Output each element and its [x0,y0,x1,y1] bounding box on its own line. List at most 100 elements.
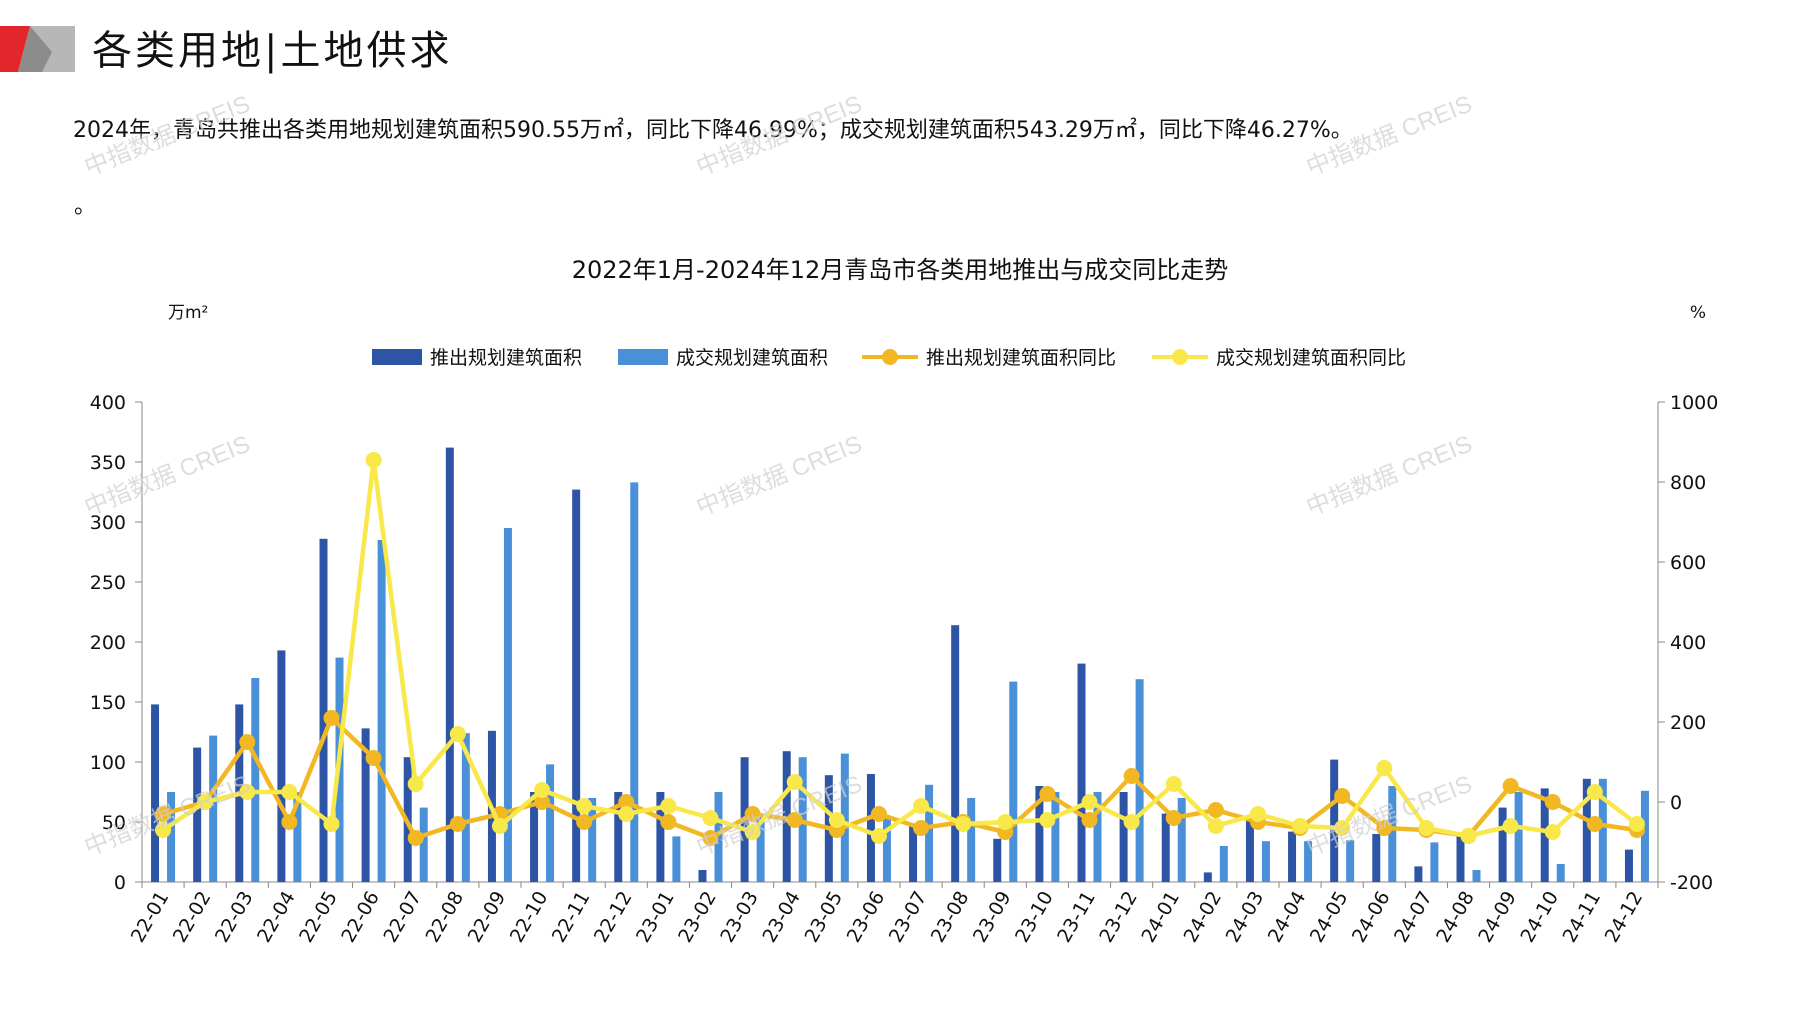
x-tick-label: 23-03 [716,888,763,947]
deal-yoy-line [161,457,1639,839]
deal-bar [967,798,976,882]
supply-yoy-point [576,814,593,830]
supply-yoy-point [323,710,340,726]
supply-yoy-point [870,806,887,822]
y-left-tick-label: 400 [90,392,126,414]
deal-yoy-point [1586,784,1603,800]
supply-bar [1624,849,1633,882]
deal-yoy-point [997,814,1014,830]
deal-yoy-point [702,810,719,826]
x-tick-label: 24-11 [1559,888,1606,947]
deal-yoy-point [660,798,677,814]
deal-yoy-point [534,782,551,798]
supply-bar [1245,818,1254,882]
y-left-tick-label: 300 [90,512,126,534]
chart-title: 2022年1月-2024年12月青岛市各类用地推出与成交同比走势 [572,256,1229,284]
legend-marker [1172,349,1188,365]
supply-yoy-point [786,812,803,828]
x-tick-label: 23-08 [927,888,974,947]
supply-bar [909,825,918,882]
supply-bar [319,538,328,882]
supply-bar [1119,792,1128,882]
x-tick-label: 24-01 [1137,888,1184,947]
deal-yoy-point [870,828,887,844]
supply-bar [1582,778,1591,882]
deal-bar [377,540,386,882]
x-tick-label: 22-08 [422,888,469,947]
x-tick-label: 24-12 [1601,888,1648,947]
y-left-tick-label: 350 [90,452,126,474]
deal-bar [167,792,176,882]
supply-bar [361,728,370,882]
deal-bar [1304,841,1313,882]
y-right-tick-label: -200 [1670,872,1713,894]
x-tick-label: 22-04 [253,888,300,947]
summary-text: 2024年，青岛共推出各类用地规划建筑面积590.55万㎡，同比下降46.99%… [73,118,1353,143]
x-tick-label: 24-10 [1516,888,1563,947]
supply-yoy-point [534,794,551,810]
deal-yoy-point [955,816,972,832]
supply-bar [193,747,202,882]
x-tick-label: 22-12 [590,888,637,947]
supply-yoy-point [1376,820,1393,836]
deal-bar [882,817,891,882]
supply-yoy-point [365,750,382,766]
x-tick-label: 23-04 [758,888,805,947]
y-left-tick-label: 200 [90,632,126,654]
deal-bar [1346,840,1355,882]
deal-yoy-point [323,816,340,832]
legend-swatch [372,349,422,365]
x-tick-label: 24-08 [1432,888,1479,947]
x-tick-label: 22-02 [169,888,216,947]
deal-bar [1640,790,1649,882]
deal-yoy-point [491,818,508,834]
supply-yoy-point [1039,786,1056,802]
y-left-tick-label: 150 [90,692,126,714]
deal-bar [756,814,765,882]
supply-bar [866,774,875,882]
deal-yoy-point [155,822,172,838]
supply-bar [951,625,960,882]
legend-label: 推出规划建筑面积同比 [926,347,1116,369]
supply-yoy-point [449,816,466,832]
deal-yoy-point [1460,828,1477,844]
supply-bar [1540,788,1549,882]
x-tick-label: 23-01 [632,888,679,947]
supply-yoy-point [1502,778,1519,794]
x-tick-label: 22-01 [127,888,174,947]
deal-bar [840,753,849,882]
y-right-tick-label: 200 [1670,712,1706,734]
supply-yoy-point [744,806,761,822]
supply-bar [1372,834,1381,882]
y-right-tick-label: 0 [1670,792,1682,814]
deal-bar [461,733,470,882]
page-title: 各类用地|土地供求 [92,28,453,74]
y-right-tick-label: 800 [1670,472,1706,494]
supply-bar [530,792,539,882]
supply-yoy-point [155,806,172,822]
supply-bar [656,792,665,882]
deal-yoy-point [1544,824,1561,840]
deal-bar [1219,846,1228,882]
x-tick-label: 23-02 [674,888,721,947]
y-right-unit: % [1690,303,1706,323]
supply-bar [151,704,160,882]
x-tick-label: 22-03 [211,888,258,947]
x-tick-label: 24-06 [1348,888,1395,947]
deal-bar [1051,792,1060,882]
deal-bar [1556,864,1565,882]
supply-bar [1330,759,1339,882]
deal-yoy-point [1165,776,1182,792]
supply-bar [1288,831,1297,882]
legend-label: 成交规划建筑面积 [676,347,828,369]
deal-yoy-point [786,774,803,790]
x-tick-label: 24-05 [1306,888,1353,947]
deal-bar [630,482,639,882]
supply-yoy-point [660,814,677,830]
x-tick-label: 22-06 [337,888,384,947]
x-tick-label: 24-09 [1474,888,1521,947]
deal-bar [1430,842,1439,882]
x-tick-label: 23-09 [969,888,1016,947]
deal-bar [588,798,597,882]
supply-yoy-point [702,830,719,846]
